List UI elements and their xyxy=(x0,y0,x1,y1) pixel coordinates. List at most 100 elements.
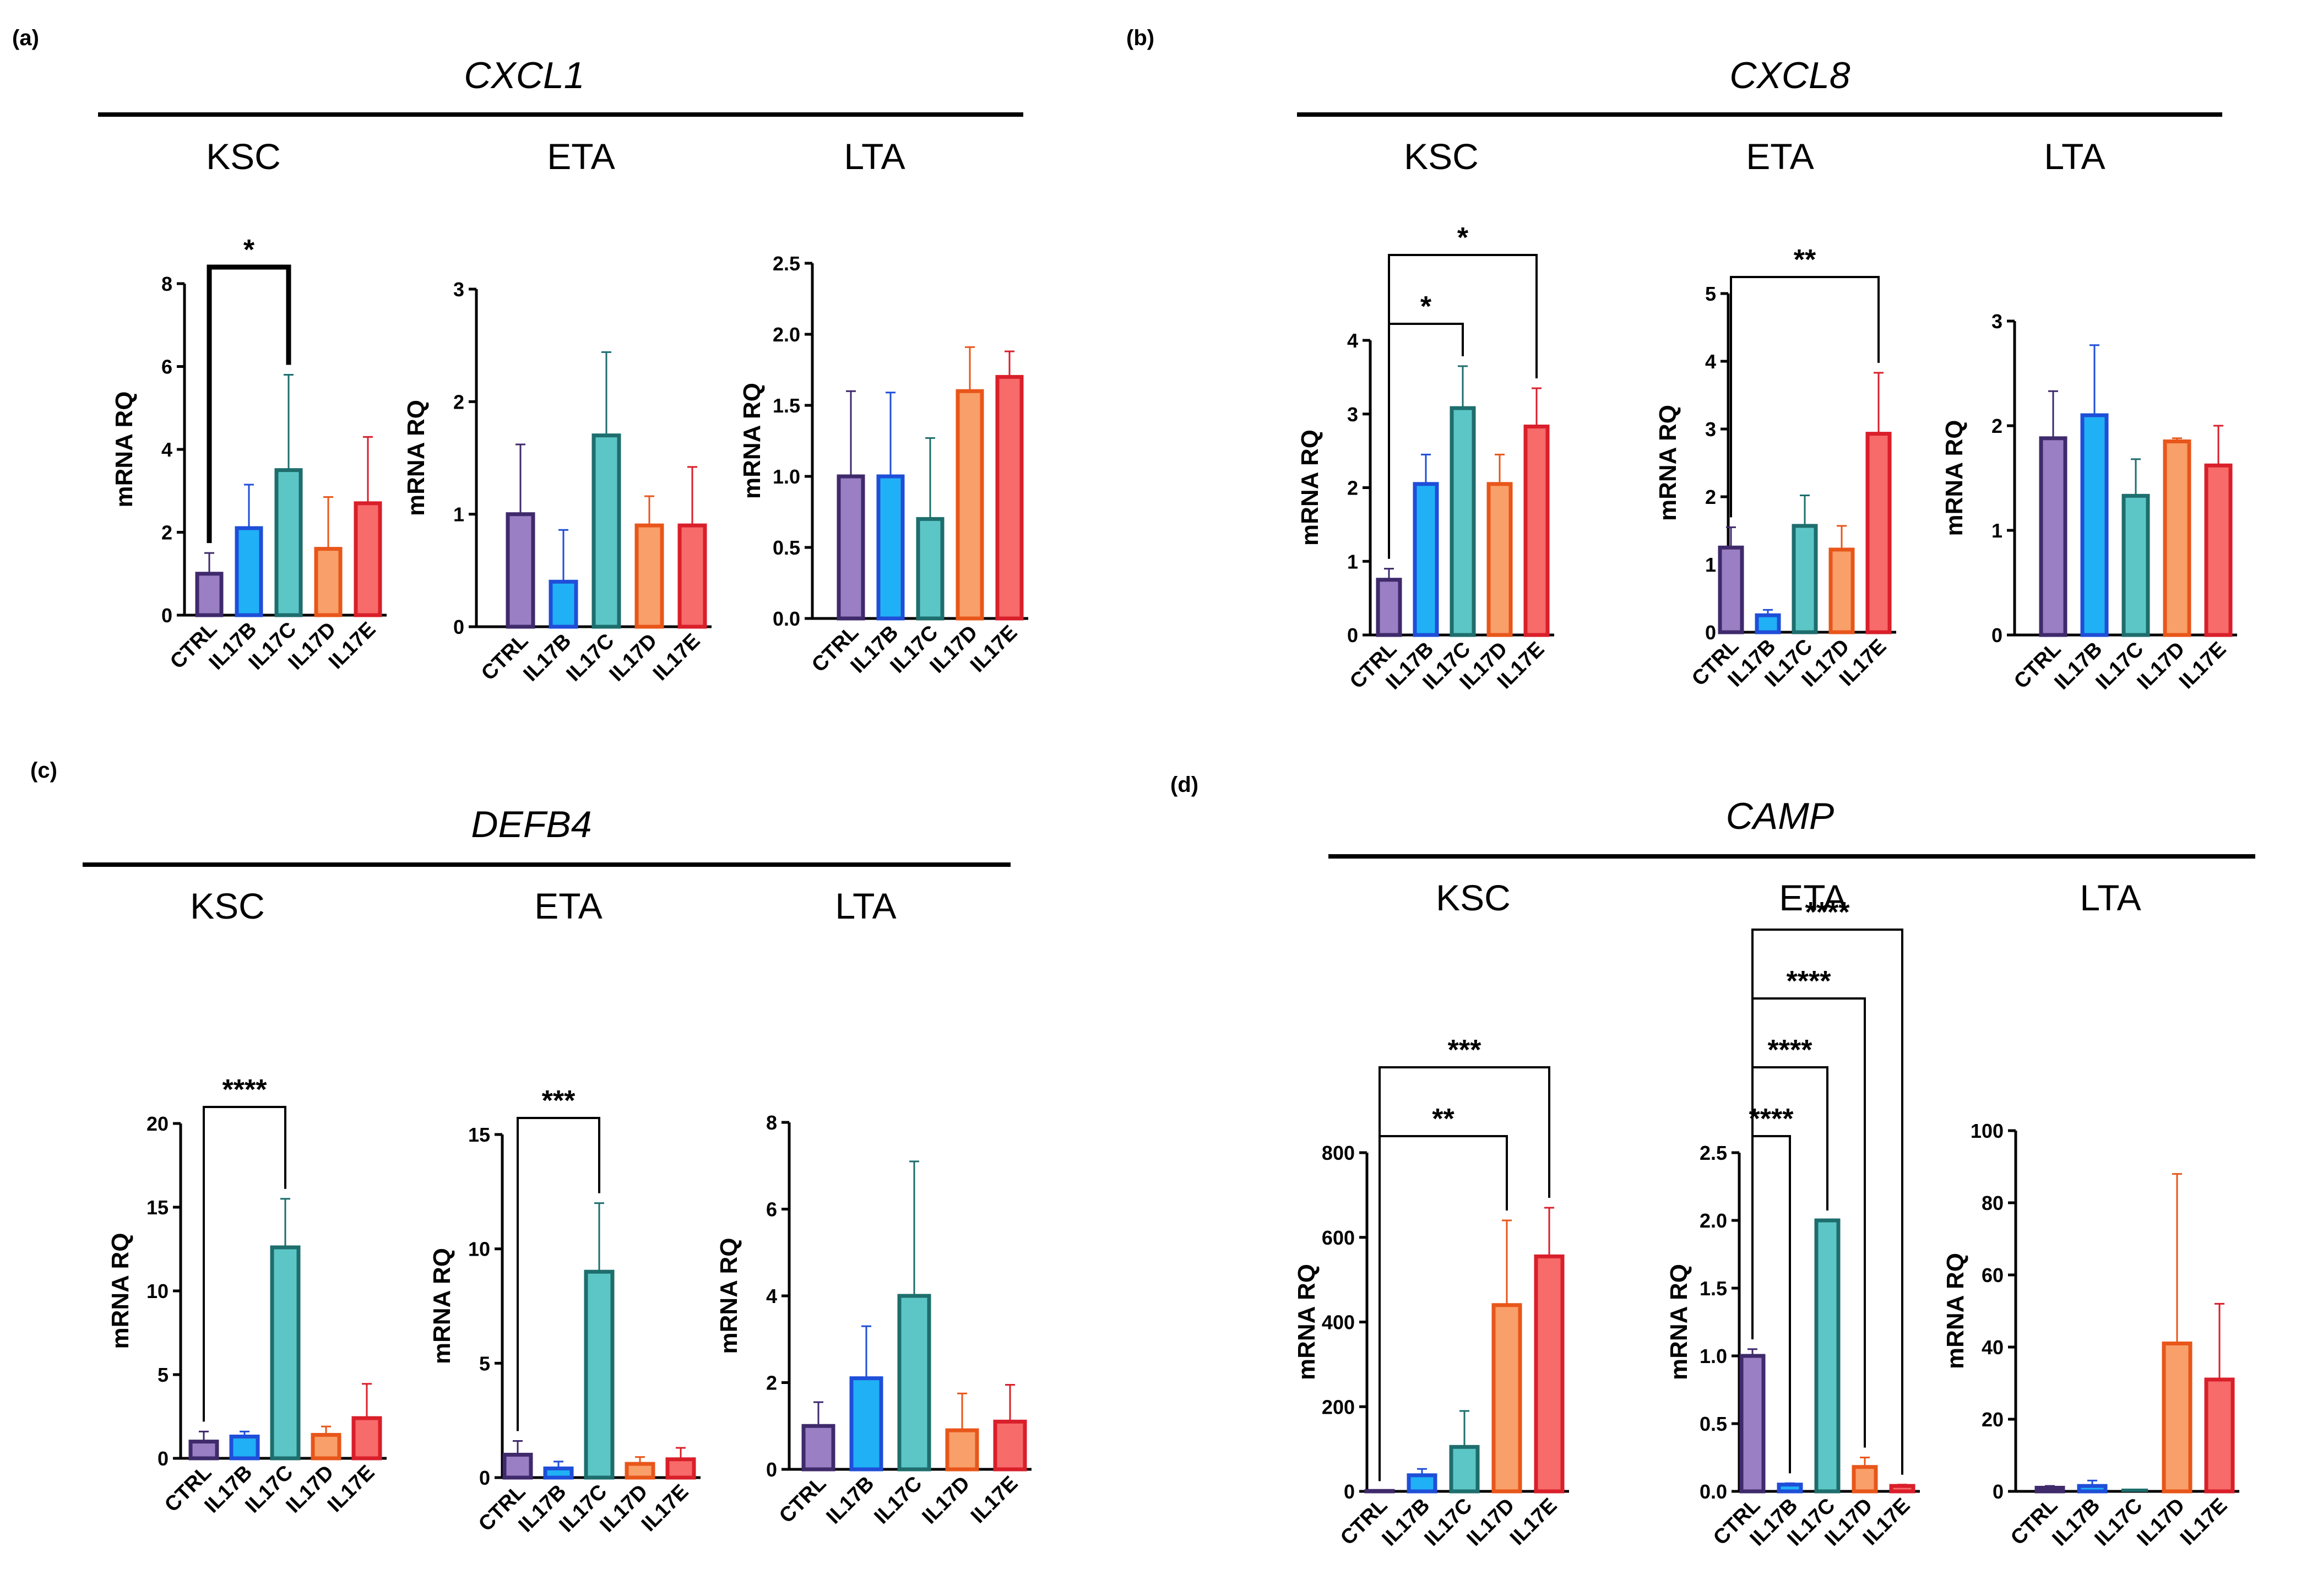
panel-label: (a) xyxy=(12,26,39,50)
y-axis-label: mRNA RQ xyxy=(111,391,138,507)
y-axis-label: mRNA RQ xyxy=(1942,1253,1969,1369)
y-tick-label: 1 xyxy=(453,503,464,526)
bar-chart-d-LTA: 0 20 40 60 80 100 mRNA RQ CTRLIL17BIL17CIL17DIL… xyxy=(1942,1120,2239,1551)
panel-label: (b) xyxy=(1126,26,1154,50)
y-tick-label: 40 xyxy=(1982,1336,2004,1359)
bar-il17b xyxy=(1407,1473,1437,1494)
x-tick-label: IL17C xyxy=(1420,1494,1477,1551)
bar-il17e xyxy=(351,1416,382,1461)
y-tick-label: 0 xyxy=(1991,624,2002,647)
y-tick-label: 2 xyxy=(161,522,172,544)
bar-il17e xyxy=(665,1457,696,1480)
significance-label: ** xyxy=(1432,1103,1455,1135)
bar-ctrl xyxy=(506,512,535,629)
y-tick-label: 4 xyxy=(161,438,172,461)
x-tick-label: IL17E xyxy=(323,1461,379,1517)
y-tick-label: 2.0 xyxy=(1700,1209,1727,1232)
y-axis-label: mRNA RQ xyxy=(1665,1264,1692,1380)
bar-il17b xyxy=(876,474,905,621)
x-tick-label: IL17E xyxy=(324,618,380,674)
bar-il17d xyxy=(625,1462,655,1480)
bar-il17e xyxy=(1523,424,1550,637)
x-tick-label: CTRL xyxy=(477,629,533,685)
x-tick-label: IL17C xyxy=(2091,638,2148,694)
y-axis-label: mRNA RQ xyxy=(715,1237,742,1354)
gene-title: CXCL8 xyxy=(1729,55,1850,96)
x-tick-label: IL17B xyxy=(2050,638,2107,694)
x-tick-label: IL17D xyxy=(281,1461,338,1518)
bar-il17c xyxy=(270,1245,301,1461)
bar-il17d xyxy=(2163,439,2191,637)
y-tick-label: 20 xyxy=(146,1112,169,1135)
y-tick-label: 5 xyxy=(1705,283,1716,305)
significance-bracket xyxy=(1378,1135,1508,1481)
y-tick-label: 4 xyxy=(766,1285,777,1307)
y-tick-label: 2 xyxy=(453,390,464,413)
y-tick-label: 5 xyxy=(479,1352,490,1375)
bar-il17c xyxy=(2121,493,2150,637)
bar-il17c xyxy=(1814,1218,1841,1494)
significance-bracket xyxy=(1751,929,1903,1475)
y-tick-label: 6 xyxy=(766,1198,777,1221)
bar-il17c xyxy=(274,468,303,617)
bar-il17b xyxy=(235,526,263,617)
bar-ctrl xyxy=(502,1452,533,1480)
bar-il17e xyxy=(2204,1377,2235,1494)
panel-header: (b) CXCL8 KSC ETA LTA xyxy=(1126,26,2222,177)
y-tick-label: 0.5 xyxy=(1700,1413,1727,1435)
significance-bracket xyxy=(207,264,291,544)
bar-il17e xyxy=(1889,1484,1915,1494)
group-label: ETA xyxy=(547,136,615,177)
y-tick-label: 1 xyxy=(1347,550,1358,573)
significance-label: **** xyxy=(222,1074,268,1106)
y-tick-label: 1.5 xyxy=(1700,1277,1727,1300)
group-label: ETA xyxy=(1746,136,1814,177)
y-tick-label: 0 xyxy=(1705,621,1716,644)
bar-il17e xyxy=(995,374,1024,621)
y-tick-label: 200 xyxy=(1322,1396,1355,1418)
y-tick-label: 60 xyxy=(1982,1264,2004,1286)
significance-label: **** xyxy=(1768,1034,1813,1066)
x-tick-label: IL17D xyxy=(918,1472,974,1529)
bar-il17c xyxy=(1449,1445,1480,1494)
bar-il17d xyxy=(634,523,664,629)
bar-il17d xyxy=(1852,1465,1878,1494)
significance-label: *** xyxy=(1448,1034,1481,1066)
bar-il17c xyxy=(897,1294,931,1472)
x-tick-label: IL17B xyxy=(519,629,576,686)
x-tick-label: IL17E xyxy=(649,629,704,685)
bar-il17e xyxy=(1865,432,1892,634)
y-tick-label: 100 xyxy=(1971,1120,2004,1142)
y-axis-label: mRNA RQ xyxy=(739,383,766,499)
bar-il17d xyxy=(945,1428,979,1472)
x-tick-label: IL17E xyxy=(1506,1494,1561,1550)
x-tick-label: IL17D xyxy=(605,629,661,686)
significance-label: ** xyxy=(1794,244,1816,276)
bar-il17b xyxy=(1777,1483,1803,1494)
y-tick-label: 10 xyxy=(468,1238,490,1261)
significance-label: * xyxy=(243,234,255,266)
y-tick-label: 0.5 xyxy=(773,536,800,559)
bar-ctrl xyxy=(837,474,865,621)
y-tick-label: 3 xyxy=(1991,310,2002,333)
x-tick-label: IL17E xyxy=(967,1472,1022,1528)
x-tick-label: IL17E xyxy=(637,1480,693,1536)
bar-ctrl xyxy=(2039,436,2067,637)
gene-title: CXCL1 xyxy=(464,55,584,96)
y-tick-label: 3 xyxy=(453,278,464,301)
y-tick-label: 2 xyxy=(1705,486,1716,508)
x-tick-label: CTRL xyxy=(775,1472,831,1528)
y-tick-label: 8 xyxy=(766,1111,777,1134)
y-tick-label: 1 xyxy=(1705,553,1716,576)
group-label: KSC xyxy=(206,136,281,177)
bar-il17b xyxy=(1413,482,1439,637)
bar-il17e xyxy=(2204,463,2233,637)
y-tick-label: 0 xyxy=(158,1447,169,1470)
y-tick-label: 1.0 xyxy=(1700,1345,1727,1367)
bar-il17c xyxy=(591,433,621,629)
bar-il17b xyxy=(1755,613,1781,634)
